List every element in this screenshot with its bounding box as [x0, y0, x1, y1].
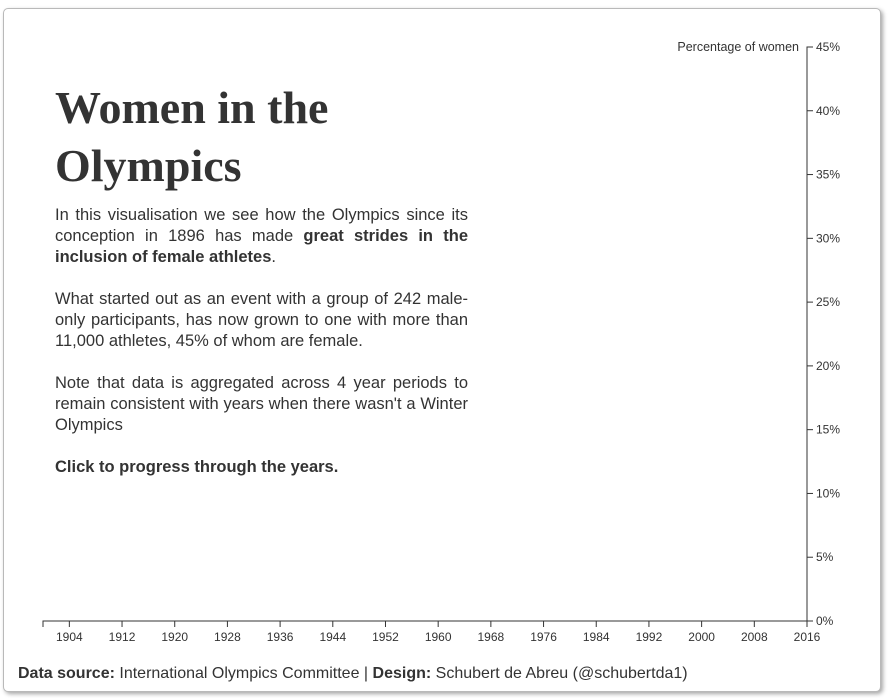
design-label: Design: — [372, 665, 432, 682]
chart-svg[interactable]: 1904 1912 1920 1928 1936 1944 1952 1960 1968 1976… — [4, 9, 880, 691]
intro-paragraph-1: In this visualisation we see how the Oly… — [55, 205, 468, 268]
design-value: Schubert de Abreu (@schubertda1) — [435, 665, 688, 682]
x-tick-label: 1976 — [530, 630, 557, 644]
y-axis-line — [806, 46, 813, 622]
y-tick-label: 35% — [816, 168, 840, 182]
y-tick-label: 25% — [816, 295, 840, 309]
footer-separator: | — [363, 665, 369, 682]
y-tick-label: 5% — [816, 550, 834, 564]
x-tick-label: 2008 — [741, 630, 768, 644]
intro-text: In this visualisation we see how the Oly… — [55, 205, 468, 499]
intro-p1-end: . — [271, 248, 276, 266]
x-axis-line — [42, 620, 808, 627]
y-tick-label: 30% — [816, 231, 840, 245]
page-title: Women in the Olympics — [55, 82, 329, 191]
x-tick-label: 1904 — [56, 630, 83, 644]
data-source-label: Data source: — [18, 665, 115, 682]
y-axis-label: Percentage of women — [677, 40, 799, 54]
intro-p1-text: In this visualisation we see how the Oly… — [55, 206, 468, 245]
chart-card[interactable]: Women in the Olympics In this visualisat… — [3, 8, 881, 692]
progress-instruction[interactable]: Click to progress through the years. — [55, 458, 339, 476]
x-tick-label: 2016 — [794, 630, 821, 644]
y-tick-label: 20% — [816, 359, 840, 373]
y-tick-label: 45% — [816, 40, 840, 54]
y-tick-label: 10% — [816, 486, 840, 500]
intro-paragraph-3: Note that data is aggregated across 4 ye… — [55, 374, 468, 434]
intro-paragraph-2: What started out as an event with a grou… — [55, 290, 468, 350]
x-tick-label: 1952 — [372, 630, 399, 644]
y-tick-label: 15% — [816, 423, 840, 437]
x-tick-label: 1968 — [478, 630, 505, 644]
x-tick-label: 2000 — [688, 630, 715, 644]
x-tick-label: 1984 — [583, 630, 610, 644]
footer: Data source: International Olympics Comm… — [18, 665, 688, 683]
x-tick-label: 1960 — [425, 630, 452, 644]
x-tick-label: 1928 — [214, 630, 241, 644]
x-tick-label: 1936 — [267, 630, 294, 644]
x-tick-label: 1944 — [319, 630, 346, 644]
y-tick-label: 40% — [816, 104, 840, 118]
x-tick-label: 1920 — [161, 630, 188, 644]
x-tick-label: 1992 — [636, 630, 663, 644]
intro-p1-highlight: great strides in the inclusion of female… — [55, 227, 469, 266]
x-tick-label: 1912 — [109, 630, 136, 644]
data-source-value: International Olympics Committee — [119, 665, 360, 682]
y-tick-label: 0% — [816, 614, 834, 628]
